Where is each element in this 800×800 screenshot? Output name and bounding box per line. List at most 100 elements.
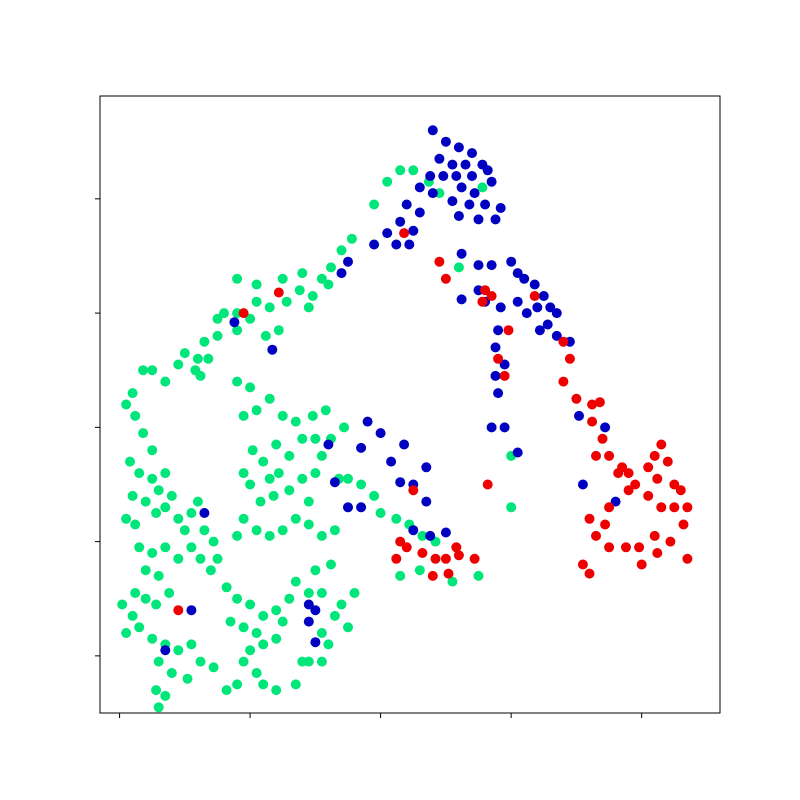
point-blue-24 [453, 211, 464, 221]
point-green-72 [153, 570, 164, 581]
point-red-52 [408, 485, 419, 496]
point-green-36 [297, 268, 308, 279]
point-green-161 [356, 479, 367, 490]
point-blue-64 [577, 479, 588, 490]
point-blue-57 [490, 370, 501, 381]
point-green-83 [173, 645, 184, 656]
point-green-91 [153, 702, 164, 713]
point-green-140 [290, 576, 301, 587]
point-red-11 [564, 353, 575, 364]
point-red-53 [401, 542, 412, 553]
point-green-145 [303, 519, 314, 530]
point-blue-72 [421, 462, 432, 473]
point-green-98 [297, 433, 308, 444]
point-red-61 [427, 570, 438, 581]
point-blue-38 [506, 256, 517, 267]
point-red-12 [558, 376, 569, 387]
point-green-124 [245, 645, 256, 656]
point-green-176 [336, 599, 347, 610]
point-red-39 [591, 530, 601, 541]
point-blue-0 [427, 125, 438, 136]
point-red-60 [395, 536, 406, 547]
point-blue-92 [310, 605, 321, 616]
point-green-48 [147, 473, 158, 484]
point-green-50 [127, 490, 138, 501]
point-blue-48 [495, 302, 506, 313]
point-green-25 [336, 245, 347, 256]
point-green-143 [316, 530, 327, 541]
point-green-141 [310, 565, 321, 576]
point-green-30 [408, 165, 419, 176]
point-blue-89 [303, 599, 314, 610]
ticks-layer [95, 198, 643, 718]
point-blue-60 [499, 422, 510, 433]
point-green-115 [221, 582, 232, 593]
point-blue-45 [532, 302, 543, 313]
point-red-63 [451, 542, 462, 553]
point-green-175 [343, 622, 353, 633]
point-blue-61 [512, 447, 523, 458]
point-green-88 [166, 668, 177, 678]
point-green-94 [247, 445, 258, 456]
point-green-107 [303, 496, 314, 507]
point-blue-32 [369, 239, 380, 250]
point-green-156 [245, 382, 256, 393]
point-red-50 [652, 548, 663, 558]
point-green-34 [477, 182, 488, 193]
point-red-23 [630, 479, 641, 490]
point-green-100 [264, 473, 275, 484]
point-blue-2 [453, 142, 464, 153]
point-blue-68 [362, 416, 373, 427]
point-red-25 [656, 439, 667, 450]
point-green-49 [160, 468, 171, 479]
point-green-61 [179, 525, 190, 536]
point-green-27 [369, 199, 380, 210]
point-red-33 [656, 502, 667, 513]
point-blue-43 [551, 308, 562, 319]
point-green-75 [151, 599, 162, 610]
point-green-59 [186, 508, 197, 518]
point-blue-15 [486, 176, 497, 187]
point-green-160 [343, 473, 353, 484]
point-green-56 [151, 508, 162, 518]
point-green-168 [395, 570, 406, 581]
point-green-44 [138, 428, 149, 439]
point-blue-58 [493, 388, 504, 399]
point-blue-84 [199, 508, 210, 518]
point-green-18 [273, 325, 284, 336]
point-blue-19 [464, 199, 475, 210]
point-green-111 [251, 525, 262, 536]
point-green-87 [153, 656, 164, 667]
point-green-163 [375, 508, 386, 518]
point-blue-70 [399, 439, 410, 450]
point-green-4 [160, 376, 171, 387]
point-green-130 [258, 679, 269, 690]
point-green-24 [326, 262, 336, 273]
point-blue-86 [267, 344, 278, 355]
point-red-0 [399, 228, 410, 239]
point-green-121 [225, 616, 236, 627]
point-green-162 [369, 490, 380, 501]
point-red-24 [649, 450, 660, 461]
point-blue-6 [460, 159, 471, 170]
point-red-6 [529, 291, 540, 301]
point-green-67 [173, 553, 184, 564]
point-blue-33 [343, 256, 353, 267]
point-green-54 [121, 513, 132, 524]
point-red-2 [440, 273, 451, 284]
point-blue-18 [447, 196, 458, 207]
point-blue-62 [574, 410, 584, 421]
point-green-81 [147, 633, 158, 644]
point-green-16 [264, 302, 275, 313]
point-blue-65 [610, 496, 621, 507]
point-red-36 [604, 502, 615, 513]
point-green-147 [316, 450, 327, 461]
point-blue-41 [529, 279, 540, 290]
point-red-7 [503, 325, 514, 336]
point-green-102 [255, 496, 266, 507]
point-green-42 [192, 353, 203, 364]
point-green-2 [138, 365, 149, 376]
point-green-138 [303, 588, 314, 598]
point-blue-66 [534, 325, 545, 336]
point-red-51 [482, 479, 493, 490]
